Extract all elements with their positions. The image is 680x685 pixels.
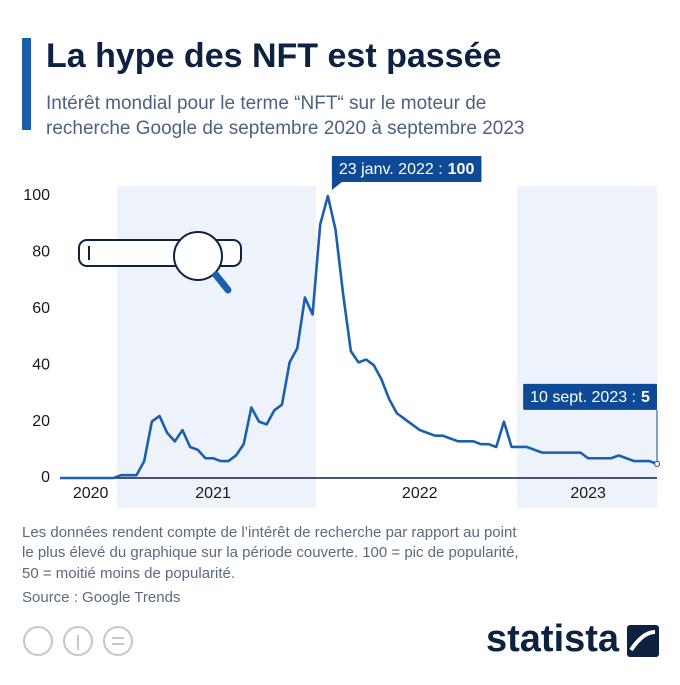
annotation-label: 10 sept. 2023 : — [530, 389, 636, 406]
annotation: 10 sept. 2023 : 5 — [523, 383, 660, 467]
annotation-text: 23 janv. 2022 : 100 — [339, 161, 475, 178]
data-line — [60, 194, 658, 480]
license-icons — [23, 626, 133, 656]
y-tick-label: 100 — [23, 187, 50, 204]
search-icon — [78, 231, 242, 294]
annotation-label: 23 janv. 2022 : — [339, 161, 443, 178]
x-tick-label: 2020 — [73, 485, 109, 502]
y-tick-label: 20 — [32, 413, 50, 430]
x-tick-label: 2023 — [570, 485, 606, 502]
annotation-value: 5 — [641, 389, 650, 406]
y-tick-label: 0 — [41, 469, 50, 486]
subtitle: recherche Google de septembre 2020 à sep… — [46, 118, 524, 139]
annotation-text: 10 sept. 2023 : 5 — [530, 389, 650, 406]
annotation-pointer — [331, 182, 342, 190]
subtitle: Intérêt mondial pour le terme “NFT“ sur … — [46, 93, 486, 114]
chart-title: La hype des NFT est passée — [46, 37, 501, 75]
source: Source : Google Trends — [22, 589, 180, 606]
x-tick-label: 2022 — [402, 485, 438, 502]
annotation-dot — [654, 460, 660, 467]
note: le plus élevé du graphique sur la périod… — [22, 544, 519, 561]
year-band — [517, 186, 657, 508]
y-tick-label: 60 — [32, 300, 50, 317]
title-bar — [22, 38, 31, 130]
brand-mark — [627, 625, 659, 657]
note: Les données rendent compte de l’intérêt … — [22, 524, 517, 541]
y-tick-label: 40 — [32, 356, 50, 373]
x-tick-label: 2021 — [195, 485, 231, 502]
note: 50 = moitié moins de popularité. — [22, 565, 235, 582]
brand-logo: statista — [486, 618, 620, 660]
annotation-box — [523, 383, 657, 410]
y-tick-label: 80 — [32, 244, 50, 261]
annotation: 23 janv. 2022 : 100 — [331, 156, 482, 190]
annotation-value: 100 — [448, 161, 475, 178]
annotation-box — [331, 156, 482, 182]
